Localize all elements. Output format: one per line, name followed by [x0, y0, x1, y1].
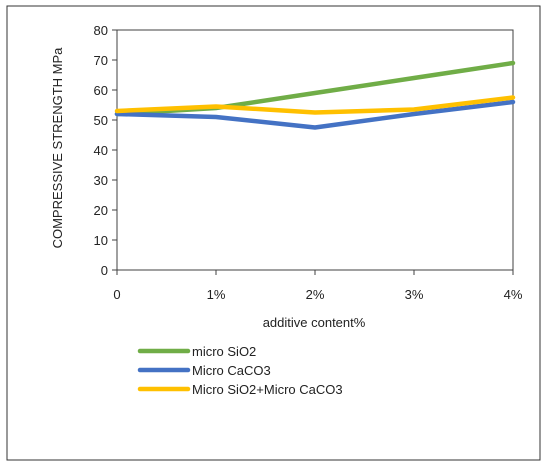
- legend-label-2: Micro SiO2+Micro CaCO3: [192, 382, 343, 397]
- y-tick-label: 30: [94, 173, 108, 188]
- x-tick-label: 1%: [207, 287, 226, 302]
- y-tick-label: 40: [94, 143, 108, 158]
- x-tick-label: 0: [113, 287, 120, 302]
- x-axis-title: additive content%: [263, 315, 366, 330]
- legend-label-1: Micro CaCO3: [192, 363, 271, 378]
- y-tick-label: 70: [94, 53, 108, 68]
- y-tick-label: 0: [101, 263, 108, 278]
- legend-label-0: micro SiO2: [192, 344, 256, 359]
- x-tick-label: 3%: [405, 287, 424, 302]
- y-tick-label: 50: [94, 113, 108, 128]
- y-axis-title: COMPRESSIVE STRENGTH MPa: [50, 47, 65, 249]
- y-tick-label: 20: [94, 203, 108, 218]
- y-tick-label: 60: [94, 83, 108, 98]
- x-tick-label: 4%: [504, 287, 523, 302]
- y-tick-label: 10: [94, 233, 108, 248]
- y-tick-label: 80: [94, 23, 108, 38]
- x-tick-label: 2%: [306, 287, 325, 302]
